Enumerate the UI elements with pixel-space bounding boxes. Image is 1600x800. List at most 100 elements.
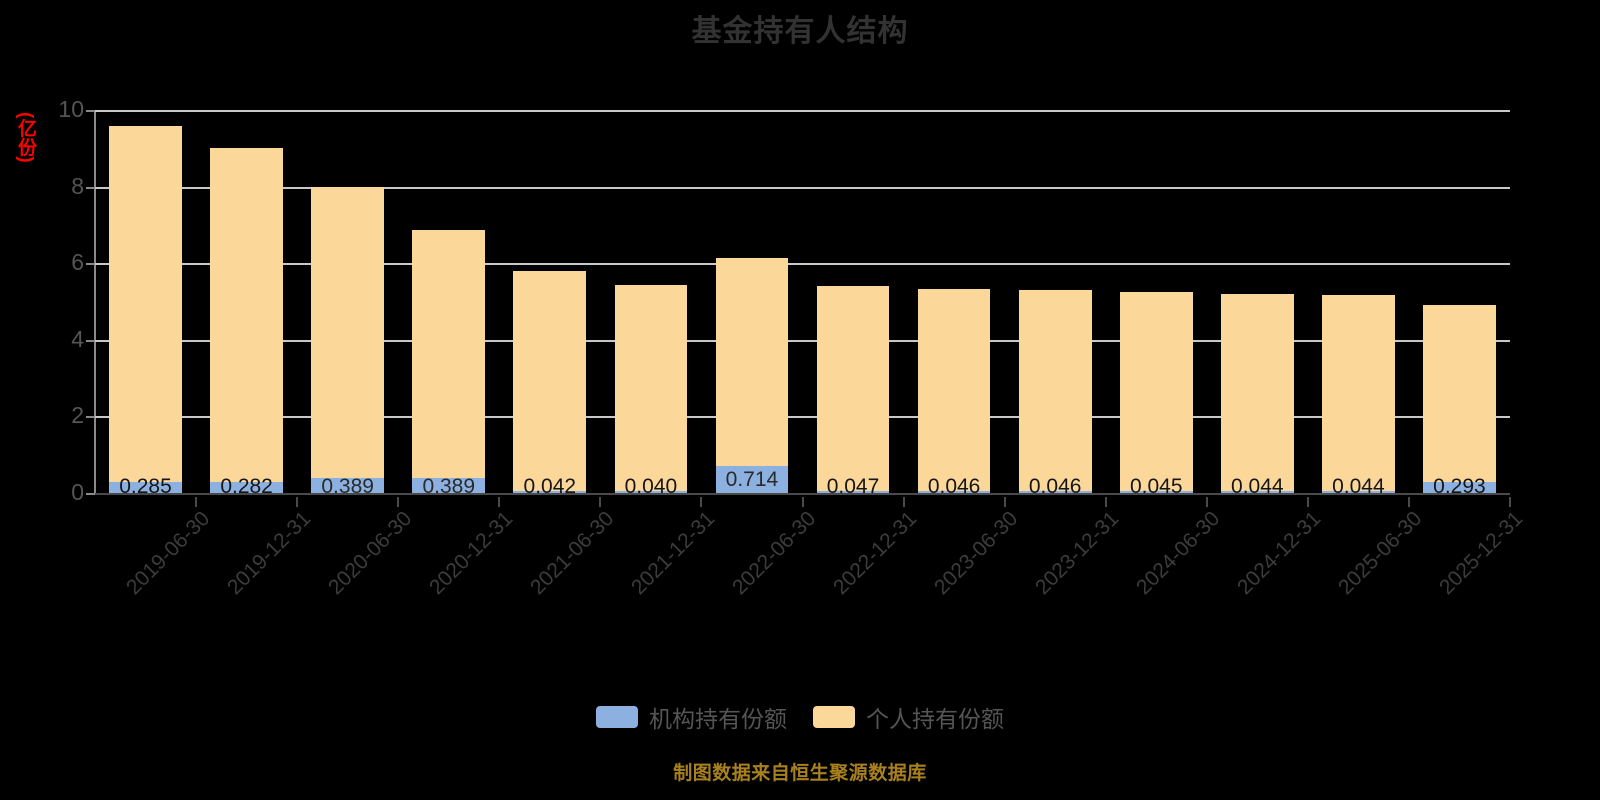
stacked-bar[interactable]: 0.293 (1423, 305, 1496, 497)
stacked-bar[interactable]: 0.044 (1220, 293, 1294, 497)
y-axis-unit-label: (亿份) (15, 112, 36, 163)
bar-segment-institutional[interactable] (412, 478, 486, 493)
legend-swatch-icon (596, 706, 638, 728)
bar-segment-personal[interactable] (917, 288, 991, 492)
bar-series-group: 0.285 0.282 0.389 0.389 0.042 0.040 0.714 0.047… (95, 110, 1510, 497)
y-tick-label: 2 (71, 402, 84, 429)
bar-slot[interactable]: 0.046 (917, 110, 991, 497)
x-tick-label: 2021-12-31 (626, 507, 720, 600)
bar-slot[interactable]: 0.045 (1119, 110, 1193, 497)
bar-segment-institutional[interactable] (1322, 491, 1395, 493)
bar-slot[interactable]: 0.293 (1423, 110, 1496, 497)
bar-segment-personal[interactable] (614, 284, 688, 492)
stacked-bar[interactable]: 0.282 (210, 148, 283, 497)
bar-segment-personal[interactable] (210, 148, 283, 483)
bar-segment-institutional[interactable] (513, 491, 587, 493)
x-tick-mark (599, 497, 602, 507)
bar-slot[interactable]: 0.046 (1018, 110, 1092, 497)
bar-segment-personal[interactable] (1220, 293, 1294, 492)
legend-swatch-icon (813, 706, 855, 728)
bar-value-label: 0.040 (624, 475, 678, 498)
stacked-bar[interactable]: 0.285 (109, 126, 182, 497)
gridline (95, 416, 1510, 419)
y-axis-line (94, 110, 96, 493)
bar-value-label: 0.045 (1129, 475, 1183, 498)
x-tick-mark (902, 497, 905, 507)
stacked-bar[interactable]: 0.047 (816, 286, 890, 497)
x-tick-label: 2024-06-30 (1132, 507, 1225, 600)
gridline (95, 110, 1510, 112)
chart-legend: 机构持有份额 个人持有份额 (0, 700, 1600, 734)
bar-slot[interactable]: 0.044 (1322, 110, 1395, 497)
y-tick-mark (86, 110, 95, 112)
stacked-bar[interactable]: 0.046 (1018, 290, 1092, 497)
bar-segment-personal[interactable] (1119, 291, 1193, 492)
bar-segment-personal[interactable] (715, 258, 789, 466)
y-tick-mark (86, 416, 95, 419)
bar-segment-personal[interactable] (1018, 290, 1092, 492)
bar-value-label: 0.293 (1433, 475, 1486, 498)
legend-item-institutional[interactable]: 机构持有份额 (596, 700, 787, 734)
x-tick-label: 2023-06-30 (930, 507, 1023, 600)
x-tick-label: 2025-06-30 (1334, 507, 1427, 600)
bar-segment-institutional[interactable] (614, 491, 688, 493)
bar-value-label: 0.047 (826, 475, 880, 498)
bar-segment-personal[interactable] (412, 229, 486, 479)
stacked-bar[interactable]: 0.042 (513, 270, 587, 497)
x-tick-mark (498, 497, 501, 507)
bar-segment-personal[interactable] (1322, 295, 1395, 492)
x-tick-label: 2024-12-31 (1233, 507, 1326, 600)
stacked-bar[interactable]: 0.714 (715, 258, 789, 493)
x-tick-mark (700, 497, 703, 507)
bar-slot[interactable]: 0.389 (311, 110, 385, 497)
gridline (95, 186, 1510, 189)
stacked-bar[interactable]: 0.045 (1119, 291, 1193, 497)
bar-segment-institutional[interactable] (109, 482, 182, 493)
bar-segment-institutional[interactable] (1220, 491, 1294, 493)
bar-slot[interactable]: 0.042 (513, 110, 587, 497)
bar-slot[interactable]: 0.047 (816, 110, 890, 497)
bar-segment-personal[interactable] (109, 126, 182, 483)
bar-segment-institutional[interactable] (816, 491, 890, 493)
bar-slot[interactable]: 0.282 (210, 110, 283, 497)
legend-item-personal[interactable]: 个人持有份额 (813, 700, 1004, 734)
gridline (95, 263, 1510, 266)
bar-segment-institutional[interactable] (1119, 491, 1193, 493)
bar-segment-institutional[interactable] (1018, 491, 1092, 493)
stacked-bar[interactable]: 0.389 (311, 187, 385, 497)
x-tick-mark (296, 497, 299, 507)
bar-segment-institutional[interactable] (210, 482, 283, 493)
bar-segment-personal[interactable] (513, 270, 587, 492)
bar-segment-institutional[interactable] (917, 491, 991, 493)
bar-value-label: 0.044 (1332, 475, 1385, 498)
bar-segment-institutional[interactable] (311, 478, 385, 493)
source-note: 制图数据来自恒生聚源数据库 (673, 763, 927, 784)
y-tick-label: 0 (71, 479, 84, 505)
stacked-bar[interactable]: 0.040 (614, 284, 688, 497)
bar-slot[interactable]: 0.285 (109, 110, 182, 497)
bar-slot[interactable]: 0.040 (614, 110, 688, 497)
x-axis-line (95, 493, 1510, 495)
bar-value-label: 0.714 (725, 468, 779, 492)
y-tick-label: 10 (58, 96, 84, 122)
bar-segment-personal[interactable] (311, 187, 385, 479)
stacked-bar[interactable]: 0.389 (412, 229, 486, 497)
bar-slot[interactable]: 0.044 (1220, 110, 1294, 497)
bar-slot[interactable]: 0.714 (715, 110, 789, 493)
legend-label: 个人持有份额 (866, 706, 1004, 732)
bar-segment-institutional[interactable] (715, 465, 789, 493)
stacked-bar[interactable]: 0.044 (1322, 295, 1395, 497)
x-tick-mark (1306, 497, 1309, 507)
bar-segment-institutional[interactable] (1423, 481, 1496, 493)
plot-area: 0.285 0.282 0.389 0.389 0.042 0.040 0.714 0.047… (86, 110, 1510, 497)
stacked-bar[interactable]: 0.046 (917, 288, 991, 497)
x-tick-mark (801, 497, 804, 507)
x-tick-label: 2023-12-31 (1031, 507, 1124, 600)
y-tick-mark (86, 186, 95, 189)
bar-value-label: 0.389 (321, 474, 374, 498)
x-tick-mark (1509, 497, 1511, 507)
bar-segment-personal[interactable] (1423, 305, 1496, 482)
bar-slot[interactable]: 0.389 (412, 110, 486, 497)
bar-segment-personal[interactable] (816, 286, 890, 492)
